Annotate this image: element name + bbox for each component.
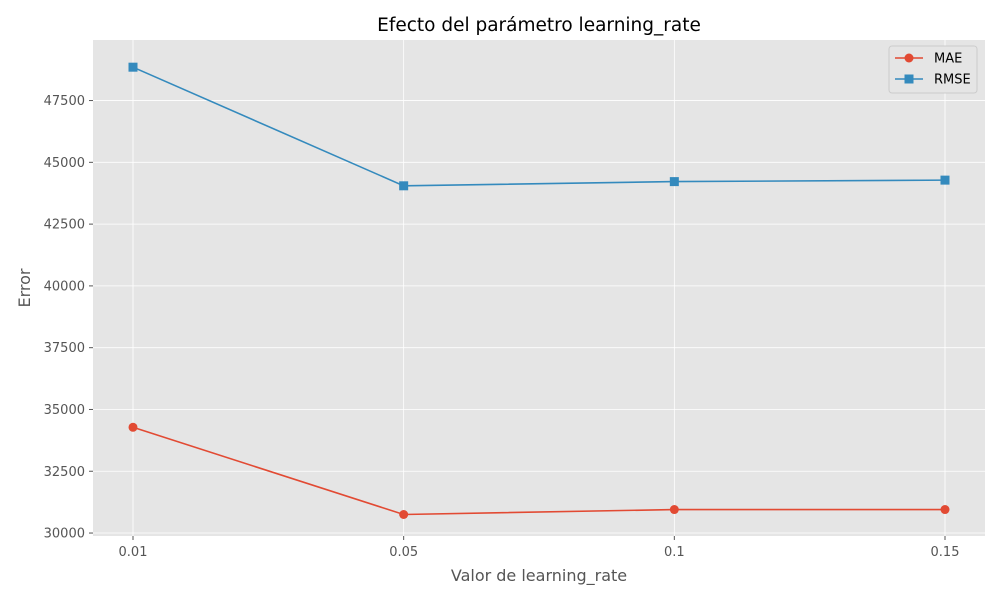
y-tick-label: 32500 [44,465,85,480]
data-point-mae [670,505,679,514]
x-axis-label: Valor de learning_rate [451,566,627,586]
chart-title: Efecto del parámetro learning_rate [377,15,701,36]
data-point-mae [941,505,950,514]
y-tick-label: 42500 [44,218,85,233]
data-point-rmse [129,63,138,72]
x-tick-label: 0.15 [931,545,960,560]
y-tick-label: 45000 [44,156,85,171]
y-tick-label: 40000 [44,279,85,294]
data-point-mae [399,510,408,519]
y-tick-label: 35000 [44,403,85,418]
legend-label-rmse: RMSE [934,73,971,88]
legend-label-mae: MAE [934,52,962,67]
data-point-mae [129,423,138,432]
y-tick-label: 37500 [44,341,85,356]
y-axis-label: Error [15,268,34,307]
y-tick-label: 30000 [44,527,85,542]
legend-marker-mae [905,54,914,63]
data-point-rmse [941,176,950,185]
x-tick-label: 0.1 [664,545,685,560]
data-point-rmse [670,177,679,186]
x-tick-label: 0.01 [119,545,148,560]
plot-area [93,40,985,536]
legend: MAE RMSE [889,46,977,93]
legend-marker-rmse [905,75,914,84]
x-tick-label: 0.05 [389,545,418,560]
data-point-rmse [399,181,408,190]
y-tick-label: 47500 [44,94,85,109]
